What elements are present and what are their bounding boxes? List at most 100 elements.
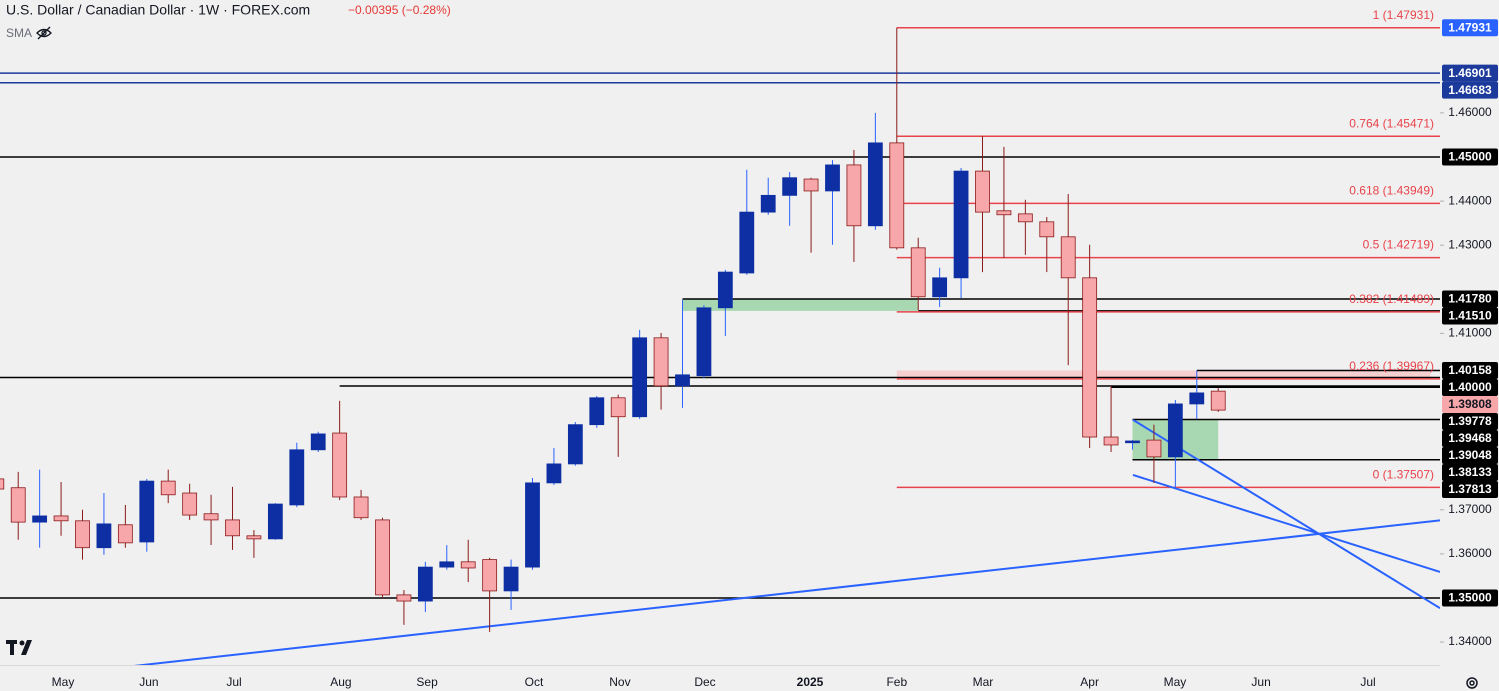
trend-line <box>1132 473 1440 573</box>
x-tick-label: Feb <box>886 675 907 689</box>
level-label-box <box>1442 430 1498 448</box>
y-tick-label: 1.44000 <box>1448 193 1492 207</box>
axes: 1 (1.47931) 0.764 (1.45471) 0.618 (1.43949… <box>52 8 1498 689</box>
level-label: 1.47931 <box>1448 20 1492 34</box>
x-tick-label: Nov <box>609 675 630 689</box>
x-tick-label: Jul <box>1360 675 1375 689</box>
zone <box>682 298 919 311</box>
candle-body <box>825 164 840 192</box>
candle-body <box>289 449 305 506</box>
level-label-box <box>1442 379 1498 397</box>
candle-body <box>460 561 476 569</box>
level-label-box <box>1442 362 1498 380</box>
level-label: 1.39808 <box>1448 397 1492 411</box>
candle-body <box>653 337 669 387</box>
candle-body <box>32 515 48 523</box>
candle-body <box>717 271 733 309</box>
fib-label: 0.764 (1.45471) <box>1349 116 1434 130</box>
level-label: 1.39468 <box>1448 431 1492 445</box>
level-label: 1.38133 <box>1448 465 1492 479</box>
level-label-box <box>1442 413 1498 431</box>
level-label-box <box>1442 19 1498 37</box>
candle-body <box>696 307 712 377</box>
y-tick-label: 1.34000 <box>1448 634 1492 648</box>
candle-body <box>225 519 240 537</box>
level-label-box <box>1442 290 1498 308</box>
fib-label: 1 (1.47931) <box>1373 8 1434 22</box>
level-label-box <box>1442 81 1498 99</box>
candle-body <box>53 515 69 522</box>
x-tick-label: Apr <box>1080 675 1099 689</box>
candle-body <box>96 523 112 549</box>
candle-body <box>160 480 176 496</box>
x-tick-label: Mar <box>973 675 994 689</box>
x-tick-label: Oct <box>525 675 544 689</box>
candle-body <box>332 432 348 498</box>
candle-body <box>1082 277 1098 438</box>
level-label: 1.40000 <box>1448 380 1492 394</box>
candle-body <box>1146 439 1162 458</box>
candle-body <box>0 478 5 490</box>
fib-label: 0.382 (1.41489) <box>1349 292 1434 306</box>
x-tick-label: Jul <box>226 675 241 689</box>
hide-icon[interactable] <box>36 26 52 40</box>
settings-icon[interactable] <box>1466 677 1478 689</box>
candle-body <box>803 178 819 192</box>
trend-line <box>1132 418 1440 609</box>
level-label: 1.46683 <box>1448 83 1492 97</box>
plot-area <box>0 26 1440 665</box>
candle-body <box>632 337 648 418</box>
candle-body <box>546 463 562 484</box>
candle-body <box>610 397 626 418</box>
candle-body <box>439 561 455 568</box>
level-label: 1.40158 <box>1448 363 1492 377</box>
candle-body <box>760 194 776 213</box>
candle-body <box>675 374 690 387</box>
price-change: −0.00395 (−0.28%) <box>348 3 451 17</box>
indicator-label: SMA <box>6 26 32 40</box>
candle-body <box>1210 390 1226 411</box>
level-label-box <box>1442 64 1498 82</box>
level-label-box <box>1442 396 1498 414</box>
candle-body <box>353 496 369 519</box>
candle-body <box>1125 440 1140 444</box>
x-tick-label: Dec <box>694 675 715 689</box>
candle-body <box>182 492 198 516</box>
level-label-box <box>1442 481 1498 499</box>
level-label: 1.37813 <box>1448 482 1492 496</box>
level-label-box <box>1442 148 1498 166</box>
x-tick-label: Aug <box>330 675 351 689</box>
candle-body <box>567 424 583 465</box>
candle-body <box>396 594 412 602</box>
x-tick-label: Jun <box>139 675 158 689</box>
candle-body <box>267 503 283 540</box>
level-label-box <box>1442 464 1498 482</box>
candle-body <box>246 535 262 540</box>
x-tick-label: 2025 <box>797 675 824 689</box>
candle-body <box>525 482 540 568</box>
x-tick-label: Sep <box>416 675 438 689</box>
candle-body <box>589 397 605 426</box>
chart-title: U.S. Dollar / Canadian Dollar · 1W · FOR… <box>6 2 310 18</box>
candle-body <box>1060 236 1076 279</box>
candle-body <box>375 519 390 596</box>
trend-line <box>133 519 1440 665</box>
candle-body <box>1189 392 1205 405</box>
candle-body <box>846 164 862 227</box>
level-label: 1.46901 <box>1448 66 1492 80</box>
candle-body <box>139 480 155 543</box>
candle-body <box>117 524 133 544</box>
candle-body <box>782 177 798 196</box>
candle-body <box>482 559 498 592</box>
level-label: 1.45000 <box>1448 150 1492 164</box>
candle-body <box>503 566 519 592</box>
fib-label: 0.236 (1.39967) <box>1349 359 1434 373</box>
candle-body <box>310 433 326 451</box>
level-label: 1.41780 <box>1448 292 1492 306</box>
x-tick-label: Jun <box>1251 675 1270 689</box>
candle-body <box>932 277 948 298</box>
fib-label: 0 (1.37507) <box>1373 468 1434 482</box>
